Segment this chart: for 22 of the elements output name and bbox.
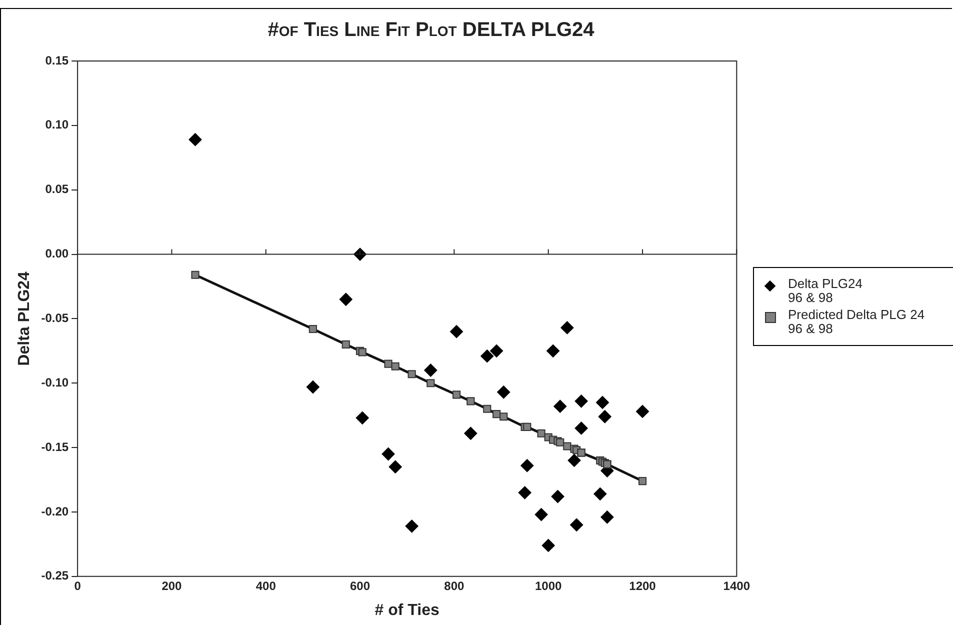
y-tick-label: -0.15 <box>41 440 69 454</box>
x-tick-label: 400 <box>256 578 276 593</box>
y-tick-label: 0.00 <box>45 246 69 261</box>
x-tick-label: 1200 <box>629 578 656 593</box>
y-tick-label: 0.10 <box>45 118 69 132</box>
y-tick-label: 0.05 <box>45 182 69 196</box>
x-tick-label: 800 <box>444 578 465 593</box>
y-axis-title: Delta PLG24 <box>16 271 34 366</box>
y-tick-label: -0.10 <box>41 375 69 390</box>
x-tick-label: 1400 <box>723 578 750 593</box>
legend-label: Delta PLG24 96 & 98 <box>788 276 862 305</box>
y-tick-label: -0.20 <box>41 504 69 518</box>
y-tick-label: -0.05 <box>41 311 69 326</box>
y-tick-label: 0.15 <box>45 53 69 68</box>
chart-title: #of Ties Line Fit Plot DELTA PLG24 <box>266 19 596 42</box>
legend-label: Predicted Delta PLG 24 96 & 98 <box>788 307 925 336</box>
x-tick-label: 1000 <box>534 578 562 593</box>
x-tick-label: 0 <box>74 578 82 593</box>
x-tick-label: 200 <box>162 578 182 593</box>
x-tick-label: 600 <box>350 578 370 593</box>
y-tick-label: -0.25 <box>41 568 69 583</box>
x-axis-title: # of Ties <box>374 602 440 619</box>
